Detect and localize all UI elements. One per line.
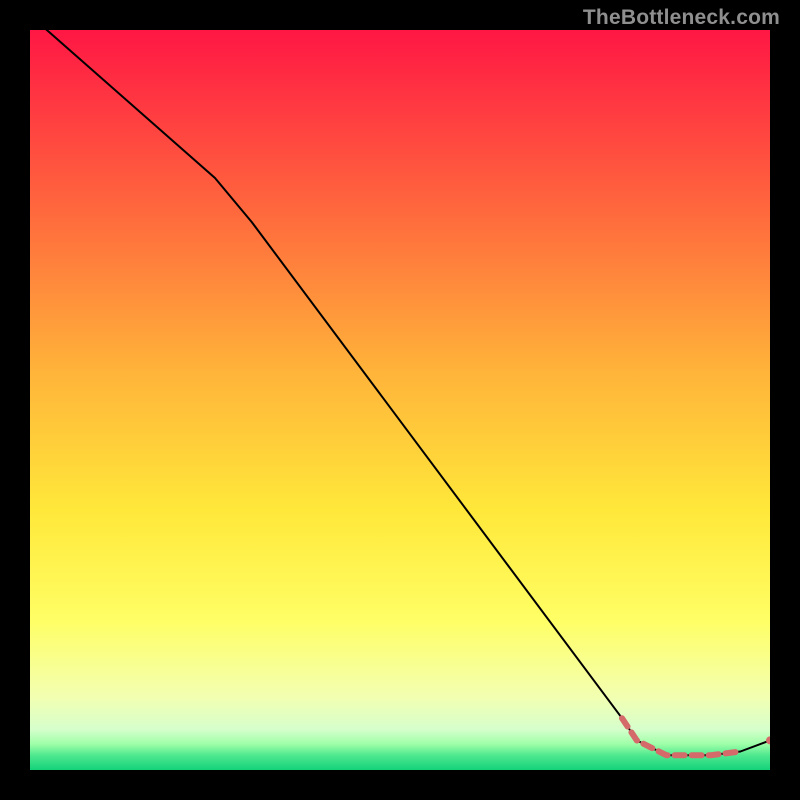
watermark-text: TheBottleneck.com bbox=[583, 6, 780, 30]
gradient-chart bbox=[30, 30, 770, 770]
plot-area bbox=[30, 30, 770, 770]
gradient-background bbox=[30, 30, 770, 770]
chart-frame: TheBottleneck.com bbox=[0, 0, 800, 800]
